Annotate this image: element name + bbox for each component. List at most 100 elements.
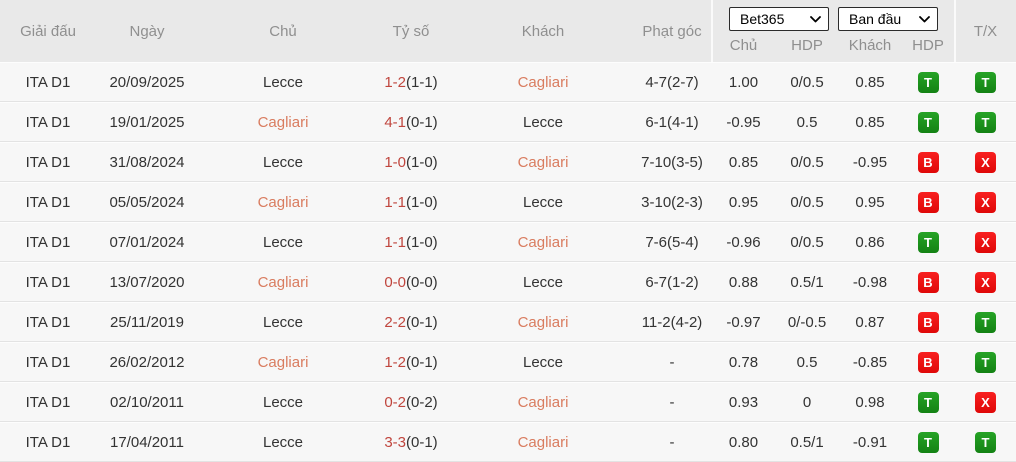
fulltime-score: 0-2 <box>384 393 406 411</box>
header-divider <box>954 0 956 62</box>
away-team-link[interactable]: Lecce <box>522 113 564 131</box>
halftime-score: (0-1) <box>406 433 438 451</box>
corners-cell: - <box>669 393 675 411</box>
fulltime-score: 0-0 <box>384 273 406 291</box>
away-team-link[interactable]: Cagliari <box>517 313 569 331</box>
odds-home-cell: 0.78 <box>728 353 759 371</box>
score-cell: 0-2(0-2) <box>368 394 454 411</box>
handicap-result-badge: T <box>917 431 939 453</box>
table-row: ITA D1 26/02/2012 Cagliari 1-2(0-1) Lecc… <box>0 342 1016 382</box>
chevron-down-icon <box>810 15 821 23</box>
table-row: ITA D1 13/07/2020 Cagliari 0-0(0-0) Lecc… <box>0 262 1016 302</box>
handicap-result-badge: B <box>917 311 939 333</box>
column-header-home: Chủ <box>269 22 297 40</box>
over-under-result-cell: X <box>955 151 1016 173</box>
score-cell: 2-2(0-1) <box>368 314 454 331</box>
halftime-score: (1-1) <box>406 73 438 91</box>
column-header-corners: Phạt góc <box>642 22 702 40</box>
league-cell: ITA D1 <box>25 433 71 451</box>
score-cell: 1-1(1-0) <box>368 194 454 211</box>
table-row: ITA D1 07/01/2024 Lecce 1-1(1-0) Cagliar… <box>0 222 1016 262</box>
league-cell: ITA D1 <box>25 233 71 251</box>
handicap-result-cell: T <box>901 391 955 413</box>
handicap-result-badge: T <box>917 111 939 133</box>
home-team-link[interactable]: Cagliari <box>257 193 309 211</box>
odds-hdp-cell: 0 <box>802 393 812 411</box>
odds-hdp-cell: 0.5/1 <box>790 273 824 291</box>
away-team-link[interactable]: Cagliari <box>517 153 569 171</box>
league-cell: ITA D1 <box>25 193 71 211</box>
score-cell: 4-1(0-1) <box>368 114 454 131</box>
handicap-result-cell: B <box>901 351 955 373</box>
fulltime-score: 3-3 <box>384 433 406 451</box>
away-team-link[interactable]: Cagliari <box>517 433 569 451</box>
chevron-down-icon <box>919 15 930 23</box>
fulltime-score: 1-0 <box>384 153 406 171</box>
handicap-result-badge: T <box>917 391 939 413</box>
odds-home-cell: -0.96 <box>726 233 761 251</box>
odds-hdp-cell: 0/0.5 <box>790 233 824 251</box>
odds-hdp-cell: 0.5/1 <box>790 433 824 451</box>
halftime-score: (0-1) <box>406 353 438 371</box>
league-cell: ITA D1 <box>25 273 71 291</box>
league-cell: ITA D1 <box>25 393 71 411</box>
home-team-link[interactable]: Lecce <box>262 233 304 251</box>
over-under-result-badge: T <box>975 431 996 453</box>
bookmaker-select[interactable]: Bet365 <box>729 7 829 31</box>
away-team-link[interactable]: Lecce <box>522 353 564 371</box>
away-team-link[interactable]: Cagliari <box>517 233 569 251</box>
league-cell: ITA D1 <box>25 153 71 171</box>
fulltime-score: 1-2 <box>384 73 406 91</box>
away-team-link[interactable]: Cagliari <box>517 393 569 411</box>
date-cell: 19/01/2025 <box>109 113 185 131</box>
home-team-link[interactable]: Cagliari <box>257 273 309 291</box>
odds-home-cell: 0.80 <box>728 433 759 451</box>
column-header-away: Khách <box>521 22 565 40</box>
odds-type-select[interactable]: Ban đầu <box>838 7 938 31</box>
away-team-link[interactable]: Lecce <box>522 193 564 211</box>
over-under-result-badge: T <box>975 351 996 373</box>
odds-away-cell: 0.85 <box>855 73 885 91</box>
handicap-result-cell: T <box>901 71 955 93</box>
halftime-score: (0-1) <box>406 113 438 131</box>
table-row: ITA D1 19/01/2025 Cagliari 4-1(0-1) Lecc… <box>0 102 1016 142</box>
date-cell: 07/01/2024 <box>109 233 185 251</box>
column-header-hdp: HDP <box>791 37 823 54</box>
home-team-link[interactable]: Lecce <box>262 153 304 171</box>
home-team-link[interactable]: Lecce <box>262 393 304 411</box>
over-under-result-cell: T <box>955 311 1016 333</box>
away-team-link[interactable]: Lecce <box>522 273 564 291</box>
odds-hdp-cell: 0/0.5 <box>790 193 824 211</box>
fulltime-score: 1-2 <box>384 353 406 371</box>
halftime-score: (1-0) <box>406 153 438 171</box>
score-cell: 0-0(0-0) <box>368 274 454 291</box>
odds-away-cell: 0.86 <box>855 233 885 251</box>
home-team-link[interactable]: Cagliari <box>257 113 309 131</box>
odds-away-cell: -0.95 <box>852 153 888 171</box>
halftime-score: (0-2) <box>406 393 438 411</box>
odds-away-cell: 0.87 <box>855 313 885 331</box>
over-under-result-cell: T <box>955 431 1016 453</box>
corners-cell: 6-1(4-1) <box>645 113 699 131</box>
score-cell: 1-0(1-0) <box>368 154 454 171</box>
over-under-result-cell: T <box>955 351 1016 373</box>
over-under-result-cell: X <box>955 391 1016 413</box>
over-under-result-badge: X <box>975 271 996 293</box>
handicap-result-badge: T <box>917 71 939 93</box>
odds-home-cell: 0.93 <box>728 393 759 411</box>
corners-cell: 7-10(3-5) <box>641 153 703 171</box>
column-header-over-under: T/X <box>973 22 998 40</box>
away-team-link[interactable]: Cagliari <box>517 73 569 91</box>
home-team-link[interactable]: Lecce <box>262 313 304 331</box>
corners-cell: 11-2(4-2) <box>641 313 703 331</box>
column-header-league: Giải đấu <box>20 22 76 40</box>
halftime-score: (1-0) <box>406 193 438 211</box>
home-team-link[interactable]: Cagliari <box>257 353 309 371</box>
home-team-link[interactable]: Lecce <box>262 73 304 91</box>
score-cell: 1-2(1-1) <box>368 74 454 91</box>
over-under-result-badge: X <box>975 151 996 173</box>
handicap-result-badge: B <box>917 271 939 293</box>
halftime-score: (0-1) <box>406 313 438 331</box>
home-team-link[interactable]: Lecce <box>262 433 304 451</box>
